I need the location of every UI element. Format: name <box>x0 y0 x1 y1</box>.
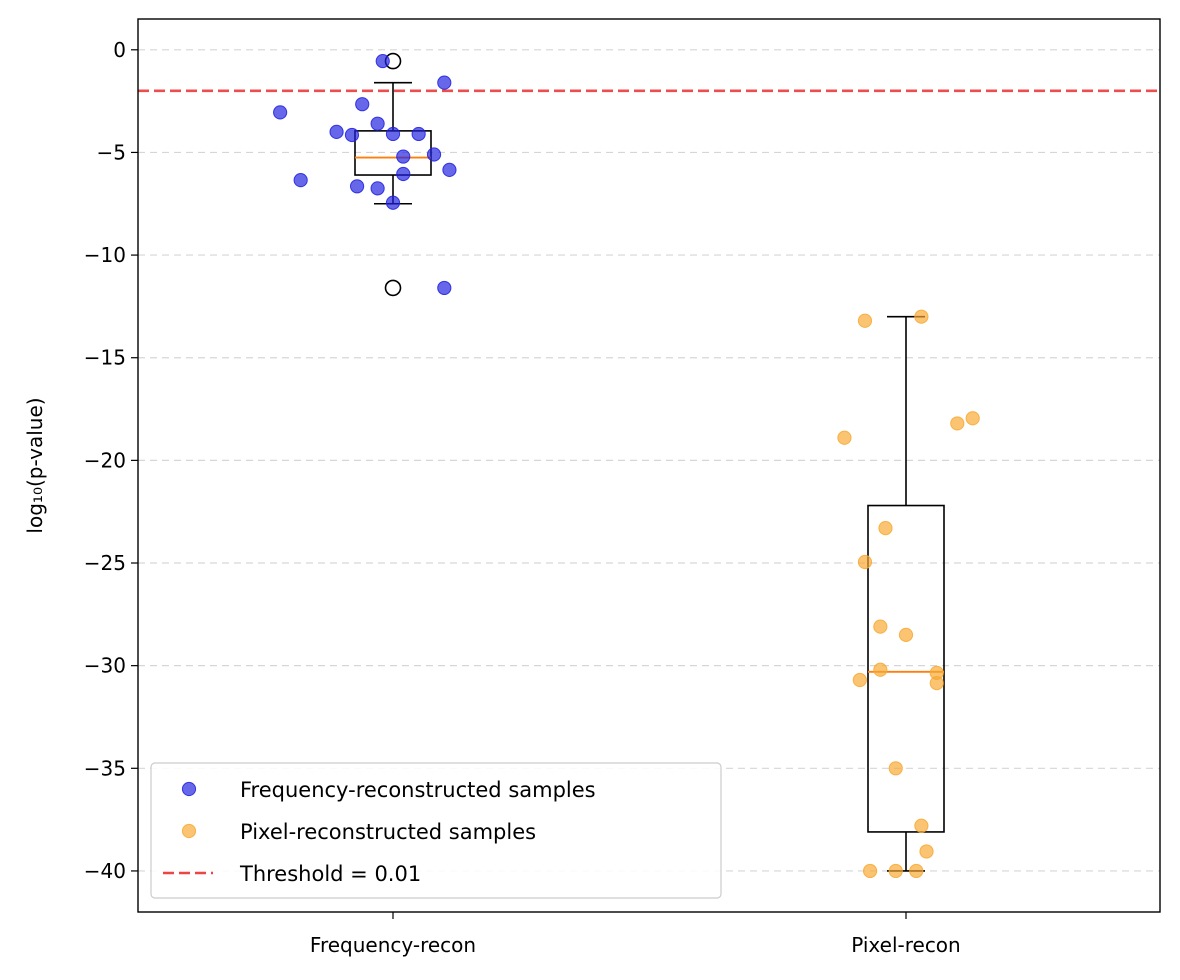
data-point <box>426 147 442 162</box>
y-tick-label: 0 <box>113 38 126 62</box>
data-point <box>878 521 893 536</box>
data-point <box>370 181 385 196</box>
data-point <box>929 676 944 691</box>
box-plots <box>354 52 945 872</box>
outlier-marker <box>384 279 402 297</box>
data-point <box>385 126 401 142</box>
data-point <box>355 97 370 112</box>
data-point <box>898 627 914 642</box>
legend-label: Threshold = 0.01 <box>239 862 421 886</box>
data-point <box>914 309 929 324</box>
data-point <box>370 116 385 131</box>
data-point <box>437 280 452 296</box>
data-point <box>919 844 934 859</box>
data-point <box>396 149 411 164</box>
grid-lines <box>138 49 1160 872</box>
y-tick-label: −5 <box>97 140 126 164</box>
legend: Frequency-reconstructed samples Pixel-rec… <box>150 762 722 899</box>
series-frequency <box>273 53 457 296</box>
plot-frame <box>137 18 1161 913</box>
data-point <box>857 554 873 570</box>
data-point <box>852 672 867 688</box>
data-point <box>411 126 426 142</box>
y-tick-label: −40 <box>84 859 126 883</box>
axes: 0 −5 −10 −15 −20 −25 −30 −35 −40 Frequency-recon P… <box>84 38 961 957</box>
data-point <box>888 863 903 879</box>
x-tick-label: Pixel-recon <box>851 933 960 957</box>
y-tick-label: −35 <box>84 756 126 780</box>
y-tick-label: −10 <box>84 243 126 267</box>
legend-marker <box>181 823 197 839</box>
y-axis-label: log₁₀(p-value) <box>23 397 47 533</box>
legend-label: Pixel-reconstructed samples <box>240 820 536 844</box>
series-pixel <box>837 309 980 879</box>
data-point <box>293 173 308 188</box>
data-point <box>909 863 924 879</box>
data-point <box>965 411 980 426</box>
y-tick-label: −25 <box>84 551 126 575</box>
x-tick-label: Frequency-recon <box>310 933 476 957</box>
data-point <box>950 416 965 431</box>
y-tick-label: −30 <box>84 654 126 678</box>
data-point <box>385 195 401 210</box>
data-point <box>888 761 903 776</box>
data-point <box>273 105 288 120</box>
data-points <box>273 53 980 879</box>
data-point <box>873 662 888 677</box>
y-tick-label: −15 <box>84 346 126 370</box>
data-point <box>396 166 411 182</box>
legend-marker <box>181 781 197 797</box>
data-point <box>344 127 360 143</box>
box-plot-pixel-recon <box>867 315 945 872</box>
data-point <box>437 75 452 90</box>
data-point <box>329 124 344 140</box>
data-point <box>862 863 878 879</box>
data-point <box>837 430 852 445</box>
data-point <box>349 179 365 194</box>
data-point <box>857 313 873 328</box>
y-tick-label: −20 <box>84 448 126 472</box>
legend-label: Frequency-reconstructed samples <box>240 778 596 802</box>
data-point <box>442 162 457 177</box>
legend-box <box>150 762 722 899</box>
data-point <box>914 818 929 833</box>
data-point <box>873 619 888 634</box>
data-point <box>375 53 390 69</box>
